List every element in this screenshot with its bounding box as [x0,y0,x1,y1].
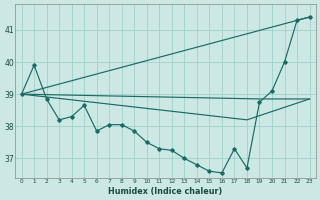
X-axis label: Humidex (Indice chaleur): Humidex (Indice chaleur) [108,187,223,196]
